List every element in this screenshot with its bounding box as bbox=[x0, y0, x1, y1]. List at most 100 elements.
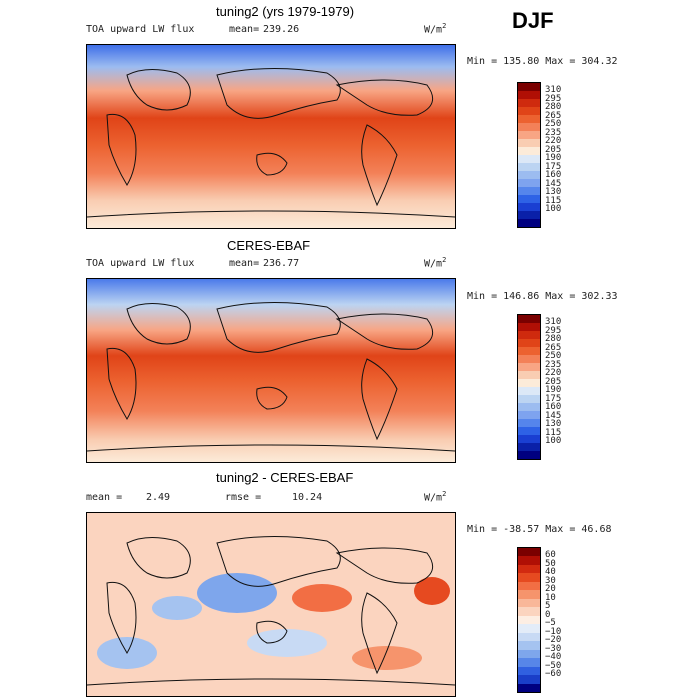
colorbar-cell bbox=[518, 163, 540, 171]
colorbar-cell bbox=[518, 632, 540, 642]
units-exp: 2 bbox=[442, 490, 447, 498]
panel-2-map bbox=[86, 278, 456, 463]
panel-2-map-svg bbox=[87, 279, 455, 462]
colorbar-cell bbox=[518, 666, 540, 676]
colorbar-tick-label: 0 bbox=[545, 609, 551, 620]
colorbar-cell bbox=[518, 123, 540, 131]
units-exp: 2 bbox=[442, 22, 447, 30]
units-main: W/m bbox=[424, 492, 443, 504]
colorbar-cell bbox=[518, 556, 540, 565]
anomaly-blob bbox=[247, 629, 327, 657]
panel-3-colorbar-cells bbox=[518, 548, 540, 692]
colorbar-tick-label: 190 bbox=[545, 153, 562, 164]
colorbar-tick-label: −5 bbox=[545, 618, 556, 629]
panel-3-stats: Min = -38.57 Max = 46.68 bbox=[467, 524, 612, 535]
panel-2-mean-value: 236.77 bbox=[263, 258, 300, 269]
colorbar-tick-label: 145 bbox=[545, 410, 562, 421]
colorbar-cell bbox=[518, 155, 540, 163]
colorbar-cell bbox=[518, 107, 540, 115]
colorbar-cell bbox=[518, 427, 540, 435]
panel-2-units: W/m2 bbox=[424, 256, 446, 269]
colorbar-cell bbox=[518, 219, 540, 227]
colorbar-tick-label: 280 bbox=[545, 102, 562, 113]
panel-2-colorbar-cells bbox=[518, 315, 540, 459]
colorbar-tick-label: −30 bbox=[545, 643, 562, 654]
colorbar-tick-label: 205 bbox=[545, 376, 562, 387]
colorbar-cell bbox=[518, 607, 540, 616]
colorbar-tick-label: 250 bbox=[545, 119, 562, 130]
panel-1-field bbox=[87, 45, 455, 228]
colorbar-cell bbox=[518, 615, 540, 625]
colorbar-cell bbox=[518, 658, 540, 667]
colorbar-tick-label: 130 bbox=[545, 187, 562, 198]
colorbar-tick-label: 250 bbox=[545, 351, 562, 362]
colorbar-cell bbox=[518, 115, 540, 123]
colorbar-tick-label: 190 bbox=[545, 385, 562, 396]
panel-3-rmse-value: 10.24 bbox=[292, 492, 323, 503]
panel-1-map bbox=[86, 44, 456, 229]
colorbar-cell bbox=[518, 395, 540, 403]
colorbar-tick-label: 295 bbox=[545, 325, 562, 336]
colorbar-tick-label: 295 bbox=[545, 93, 562, 104]
colorbar-cell bbox=[518, 131, 540, 139]
colorbar-cell bbox=[518, 91, 540, 99]
colorbar-cell bbox=[518, 649, 540, 659]
panel-1-mean-value: 239.26 bbox=[263, 24, 300, 35]
panel-1-mean-label: mean= bbox=[229, 24, 260, 35]
panel-3-map-svg bbox=[87, 513, 455, 696]
panel-1-units: W/m2 bbox=[424, 22, 446, 35]
units-main: W/m bbox=[424, 24, 443, 36]
panel-2-coastlines bbox=[87, 301, 455, 452]
colorbar-tick-label: −40 bbox=[545, 652, 562, 663]
colorbar-tick-label: 160 bbox=[545, 170, 562, 181]
anomaly-blob bbox=[414, 577, 450, 605]
panel-3-mean-value: 2.49 bbox=[146, 492, 171, 503]
colorbar-cell bbox=[518, 403, 540, 411]
colorbar-tick-label: 175 bbox=[545, 393, 562, 404]
colorbar-tick-label: 50 bbox=[545, 558, 556, 569]
colorbar-cell bbox=[518, 83, 540, 91]
colorbar-cell bbox=[518, 203, 540, 211]
colorbar-tick-label: 280 bbox=[545, 334, 562, 345]
panel-2-mean-label: mean= bbox=[229, 258, 260, 269]
colorbar-cell bbox=[518, 451, 540, 459]
colorbar-cell bbox=[518, 581, 540, 591]
colorbar-cell bbox=[518, 675, 540, 684]
units-exp: 2 bbox=[442, 256, 447, 264]
colorbar-tick-label: −50 bbox=[545, 660, 562, 671]
colorbar-cell bbox=[518, 564, 540, 574]
colorbar-cell bbox=[518, 411, 540, 419]
season-label: DJF bbox=[512, 8, 554, 33]
colorbar-tick-label: 220 bbox=[545, 368, 562, 379]
colorbar-tick-label: 30 bbox=[545, 575, 556, 586]
colorbar-cell bbox=[518, 435, 540, 443]
colorbar-cell bbox=[518, 598, 540, 608]
panel-1-stats: Min = 135.80 Max = 304.32 bbox=[467, 56, 618, 67]
colorbar-tick-label: 5 bbox=[545, 601, 551, 612]
colorbar-tick-label: 20 bbox=[545, 584, 556, 595]
colorbar-tick-label: 220 bbox=[545, 136, 562, 147]
colorbar-tick-label: 145 bbox=[545, 178, 562, 189]
colorbar-tick-label: −20 bbox=[545, 635, 562, 646]
colorbar-tick-label: 100 bbox=[545, 204, 562, 215]
panel-3-coastlines bbox=[87, 535, 455, 686]
colorbar-tick-label: −60 bbox=[545, 669, 562, 680]
colorbar-cell bbox=[518, 641, 540, 650]
panel-2-colorbar bbox=[517, 314, 541, 460]
colorbar-cell bbox=[518, 363, 540, 371]
colorbar-tick-label: 115 bbox=[545, 427, 562, 438]
colorbar-cell bbox=[518, 683, 540, 692]
colorbar-tick-label: 205 bbox=[545, 144, 562, 155]
colorbar-tick-label: 175 bbox=[545, 161, 562, 172]
colorbar-cell bbox=[518, 147, 540, 155]
colorbar-cell bbox=[518, 590, 540, 599]
colorbar-tick-label: 310 bbox=[545, 317, 562, 328]
panel-2-field bbox=[87, 279, 455, 462]
anomaly-blob bbox=[152, 596, 202, 620]
colorbar-tick-label: 10 bbox=[545, 592, 556, 603]
panel-1-colorbar-cells bbox=[518, 83, 540, 227]
colorbar-cell bbox=[518, 171, 540, 179]
panel-1-variable: TOA upward LW flux bbox=[86, 24, 195, 35]
colorbar-tick-label: 235 bbox=[545, 127, 562, 138]
panel-3-rmse-label: rmse = bbox=[225, 492, 262, 503]
